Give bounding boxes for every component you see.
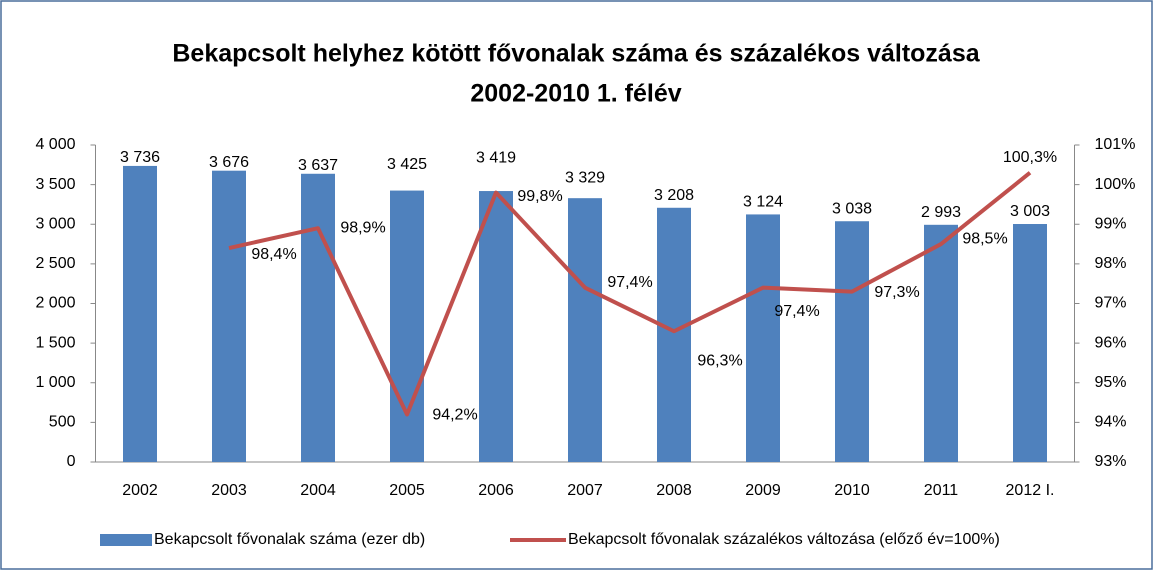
x-tick-label: 2005 [389,482,425,499]
chart-subtitle: 2002-2010 1. félév [470,80,681,108]
legend-swatch [100,534,152,546]
line-value-label: 98,4% [251,246,296,263]
y-tick-label: 3 000 [35,215,75,232]
line-value-label: 97,4% [774,303,819,320]
bar-value-label: 3 003 [1010,203,1050,220]
x-tick-label: 2004 [300,482,336,499]
line-value-label: 100,3% [1003,149,1057,166]
chart-title: Bekapcsolt helyhez kötött fővonalak szám… [172,40,980,68]
line-value-label: 99,8% [517,188,562,205]
y-tick-label: 2 500 [35,255,75,272]
x-tick-label: 2011 [924,482,959,499]
y2-tick-label: 99% [1095,215,1127,232]
line [228,171,1032,417]
bar-value-label: 3 038 [832,200,872,217]
y-tick-label: 3 500 [35,176,75,193]
bar [301,173,335,462]
bar-value-label: 2 993 [921,204,961,221]
x-tick-label: 2012 I. [1006,482,1055,499]
x-tick-label: 2003 [211,482,247,499]
bar-value-label: 3 329 [565,169,605,186]
bar-value-label: 3 124 [743,194,783,211]
line-value-label: 97,4% [607,274,652,291]
bar-value-label: 3 208 [654,187,694,204]
bar [746,214,780,462]
y2-tick-label: 101% [1095,136,1136,153]
legend-label: Bekapcsolt fővonalak száma (ezer db) [154,531,425,548]
bar [568,198,602,462]
bar [123,165,157,462]
line-value-label: 96,3% [697,352,742,369]
y-tick-label: 0 [67,453,76,470]
bar [390,190,424,462]
y2-tick-label: 96% [1095,334,1127,351]
y-tick-label: 4 000 [35,136,75,153]
legend-label: Bekapcsolt fővonalak százalékos változás… [568,531,1000,548]
bar [657,207,691,462]
bar-value-label: 3 637 [298,157,338,174]
y-tick-label: 1 500 [35,334,75,351]
line-value-label: 98,9% [340,219,385,236]
y2-tick-label: 95% [1095,374,1127,391]
y2-tick-label: 97% [1095,295,1127,312]
y2-tick-label: 100% [1095,176,1136,193]
x-tick-label: 2007 [567,482,603,499]
line-value-label: 97,3% [874,284,919,301]
y2-tick-label: 98% [1095,255,1127,272]
bar-value-label: 3 736 [120,149,160,166]
bar [1013,224,1047,462]
bar-value-label: 3 425 [387,156,427,173]
bar [835,221,869,462]
bar [924,224,958,462]
x-tick-label: 2002 [122,482,158,499]
y-tick-label: 500 [49,414,76,431]
line-value-label: 98,5% [962,230,1007,247]
x-tick-label: 2008 [656,482,692,499]
x-tick-label: 2009 [745,482,781,499]
y-tick-label: 2 000 [35,295,75,312]
y2-tick-label: 93% [1095,453,1127,470]
y2-tick-label: 94% [1095,414,1127,431]
bar-value-label: 3 419 [476,149,516,166]
y-tick-label: 1 000 [35,374,75,391]
x-tick-label: 2006 [478,482,514,499]
x-tick-label: 2010 [834,482,870,499]
bar [212,170,246,462]
bar-value-label: 3 676 [209,154,249,171]
bar [479,191,513,462]
line-value-label: 94,2% [432,407,477,424]
